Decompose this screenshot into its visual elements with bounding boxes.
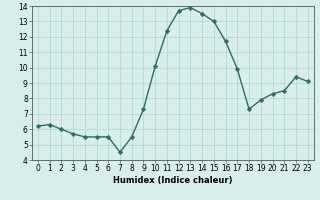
- X-axis label: Humidex (Indice chaleur): Humidex (Indice chaleur): [113, 176, 233, 185]
